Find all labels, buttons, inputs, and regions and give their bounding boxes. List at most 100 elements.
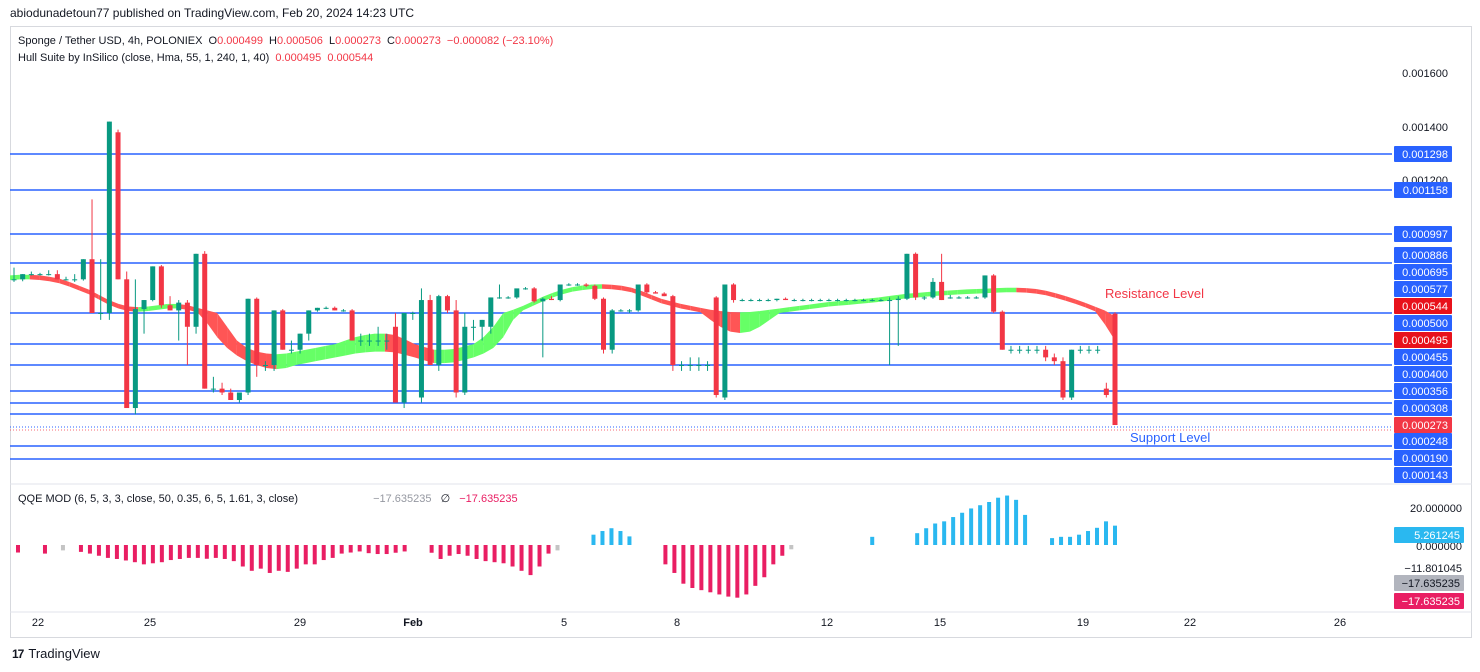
candle-body (1095, 349, 1101, 351)
qqe-bar (87, 545, 92, 554)
hull-band-segment (601, 284, 612, 290)
qqe-bar (501, 545, 506, 564)
candle-body (687, 365, 693, 366)
current-price-label: 0.000273 (1402, 420, 1448, 432)
candle-body (236, 392, 242, 400)
hull-band-segment (404, 339, 415, 358)
hull-band-segment (749, 311, 760, 332)
chart-frame (10, 26, 1472, 638)
hull-band-segment (532, 296, 543, 306)
candle-body (557, 284, 563, 301)
candle-body (332, 307, 338, 311)
candle-body (132, 309, 138, 409)
candle-body (271, 310, 277, 365)
candle-body (809, 300, 815, 302)
candle-body (575, 284, 581, 286)
candle-body (158, 266, 164, 306)
qqe-bar (978, 505, 983, 545)
candle-body (653, 292, 659, 294)
qqe-bar (123, 545, 128, 561)
time-axis-tick: 19 (1077, 617, 1089, 629)
candle-body (280, 310, 286, 350)
qqe-bar (546, 545, 551, 554)
qqe-bar (303, 545, 308, 565)
qqe-bar (285, 545, 290, 572)
level-price-label: 0.000190 (1402, 453, 1448, 465)
qqe-bar (402, 545, 407, 552)
hull-band-segment (355, 335, 366, 354)
qqe-bar (942, 521, 947, 545)
candle-body (548, 298, 554, 301)
qqe-bar (1086, 531, 1091, 545)
hull-band-segment (1065, 296, 1076, 304)
hull-band-segment (345, 337, 356, 356)
candle-body (1060, 361, 1066, 398)
candle-body (54, 274, 60, 280)
qqe-indicator-label[interactable]: QQE MOD (6, 5, 3, 3, close, 50, 0.35, 6,… (18, 493, 299, 505)
qqe-value-tag (1394, 527, 1464, 543)
candle-body (496, 297, 502, 299)
candle-body (1043, 349, 1049, 358)
qqe-value-label: 5.261245 (1414, 530, 1460, 542)
hull-legend: Hull Suite by InSilico (close, Hma, 55, … (18, 52, 376, 64)
level-price-label: 0.000455 (1402, 352, 1448, 364)
hull-band-segment (325, 344, 336, 360)
qqe-bar (474, 545, 479, 559)
tradingview-footer: 17 TradingView (12, 646, 100, 661)
candle-body (306, 310, 312, 334)
qqe-bar (969, 508, 974, 545)
hull-band-segment (562, 287, 573, 295)
level-price-tag (1394, 450, 1452, 466)
hull-band-segment (157, 303, 168, 310)
qqe-bar (1005, 495, 1010, 545)
hull-band-segment (690, 305, 701, 313)
tradingview-logo-icon: 17 (12, 646, 24, 661)
candle-body (861, 300, 867, 302)
hull-band-segment (286, 351, 297, 368)
qqe-bar (780, 545, 785, 556)
symbol-name[interactable]: Sponge / Tether USD, 4h, POLONIEX (18, 35, 203, 47)
candle-body (913, 253, 919, 298)
hull-band-segment (296, 349, 306, 365)
candle-body (627, 310, 633, 312)
qqe-legend: QQE MOD (6, 5, 3, 3, close, 50, 0.35, 6,… (18, 492, 521, 505)
open-value: 0.000499 (217, 35, 263, 47)
qqe-axis-tick: 0.000000 (1416, 541, 1462, 553)
qqe-bar (96, 545, 101, 556)
qqe-bar (231, 545, 236, 562)
hull-band-segment (444, 348, 454, 364)
qqe-bar (105, 545, 110, 558)
candle-body (748, 300, 754, 302)
candle-body (436, 296, 442, 365)
candle-body (1051, 357, 1057, 362)
candle-body (210, 388, 216, 390)
candle-body (843, 300, 849, 302)
time-axis-tick: 5 (561, 617, 567, 629)
qqe-bar (339, 545, 344, 554)
level-price-tag (1394, 226, 1452, 242)
candle-body (1077, 349, 1083, 351)
qqe-bar (114, 545, 119, 559)
level-price-tag (1394, 247, 1452, 263)
candle-body (592, 285, 598, 299)
hull-band-segment (148, 305, 158, 312)
hull-band-segment (98, 294, 109, 305)
hull-indicator-label[interactable]: Hull Suite by InSilico (close, Hma, 55, … (18, 52, 270, 64)
candle-body (479, 319, 485, 327)
candle-body (956, 297, 962, 299)
candle-body (609, 310, 615, 350)
candle-body (661, 293, 667, 297)
level-price-label: 0.000143 (1402, 470, 1448, 482)
hull-price-tag (1394, 298, 1452, 314)
candle-body (106, 121, 112, 313)
candle-body (46, 274, 52, 276)
candle-body (470, 326, 476, 328)
hull-band-segment (947, 289, 958, 296)
qqe-bar (519, 545, 524, 571)
level-price-tag (1394, 400, 1452, 416)
qqe-bar (591, 534, 596, 545)
qqe-bar (735, 545, 740, 598)
hull-band-segment (888, 294, 898, 301)
candle-body (262, 365, 268, 366)
